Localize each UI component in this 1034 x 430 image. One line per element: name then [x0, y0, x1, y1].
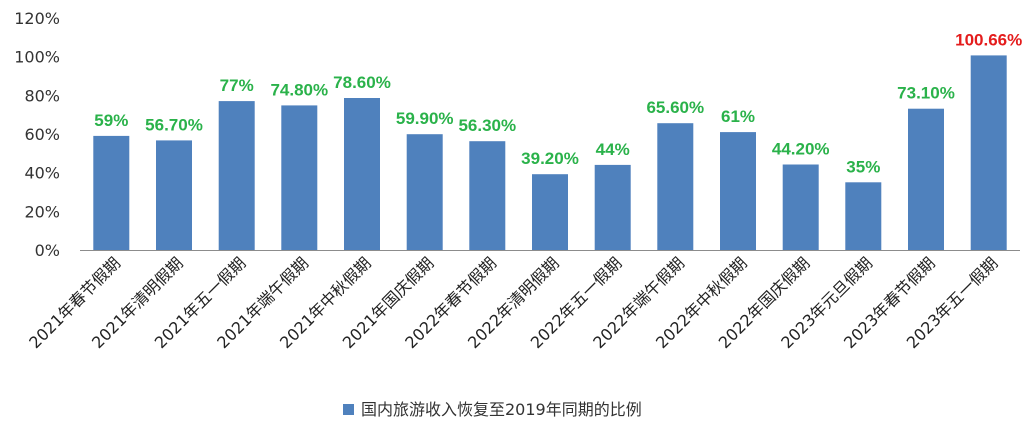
data-label: 73.10% [897, 84, 955, 103]
bar [469, 141, 506, 250]
bar [657, 123, 694, 250]
bar [845, 182, 882, 250]
bar [344, 98, 380, 250]
y-tick-label: 100% [14, 48, 60, 67]
y-tick-label: 0% [35, 241, 60, 260]
y-tick-label: 80% [24, 86, 60, 105]
y-tick-label: 20% [24, 202, 60, 221]
bars [93, 55, 1007, 251]
bar [93, 135, 130, 250]
data-label: 35% [846, 157, 880, 176]
data-label: 56.70% [145, 115, 203, 134]
bar [720, 132, 756, 250]
bar [532, 174, 568, 250]
bar [218, 101, 255, 250]
data-label: 56.30% [458, 116, 516, 135]
data-label: 59% [94, 111, 128, 130]
y-tick-label: 40% [24, 164, 60, 183]
bar [782, 164, 819, 250]
data-label: 39.20% [521, 149, 579, 168]
bar [406, 134, 443, 250]
bar [281, 105, 318, 251]
data-label: 59.90% [396, 109, 454, 128]
y-tick-label: 120% [14, 9, 60, 28]
legend: 国内旅游收入恢复至2019年同期的比例 [343, 400, 642, 419]
data-label: 65.60% [646, 98, 704, 117]
x-axis: 2021年春节假期2021年清明假期2021年五一假期2021年端午假期2021… [25, 250, 1020, 352]
bar [908, 108, 944, 250]
data-label: 77% [220, 76, 254, 95]
bar [594, 164, 631, 250]
data-label: 78.60% [333, 73, 391, 92]
y-axis: 0% 20% 40% 60% 80% 100% 120% [14, 9, 60, 260]
bar [970, 55, 1007, 251]
bar [156, 140, 192, 250]
data-labels: 59% 56.70% 77% 74.80% 78.60% 59.90% 56.30% 39.2… [94, 30, 1022, 176]
data-label: 61% [721, 107, 755, 126]
y-tick-label: 60% [24, 125, 60, 144]
data-label: 44.20% [772, 140, 830, 159]
data-label: 100.66% [955, 30, 1022, 49]
legend-swatch [343, 404, 354, 415]
data-label: 74.80% [270, 80, 328, 99]
legend-label: 国内旅游收入恢复至2019年同期的比例 [361, 400, 642, 419]
data-label: 44% [596, 140, 630, 159]
